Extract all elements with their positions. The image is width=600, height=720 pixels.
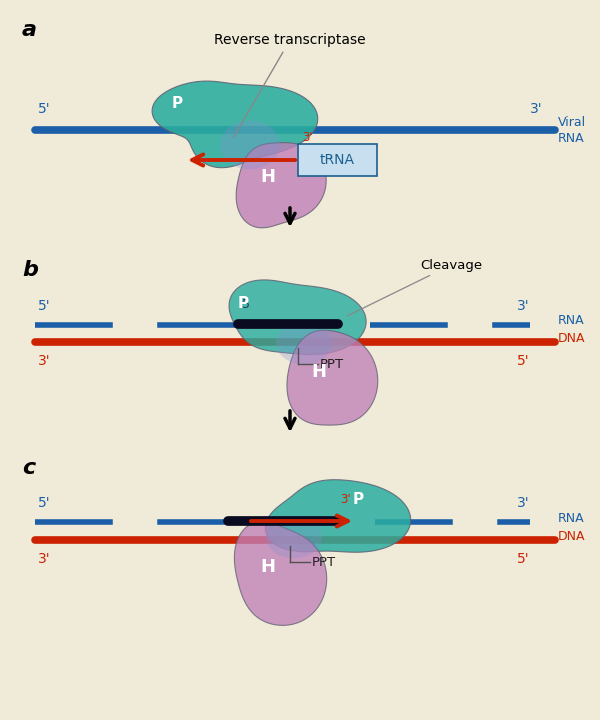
Text: 3': 3' [530, 102, 542, 116]
Text: a: a [22, 20, 37, 40]
Text: H: H [311, 363, 326, 381]
Text: DNA: DNA [558, 529, 586, 542]
Text: 3': 3' [340, 493, 350, 506]
Text: b: b [22, 260, 38, 280]
Text: RNA: RNA [558, 315, 584, 328]
Text: H: H [260, 558, 275, 576]
Text: RNA: RNA [558, 132, 584, 145]
Polygon shape [220, 121, 280, 169]
Polygon shape [265, 480, 410, 552]
Text: tRNA: tRNA [320, 153, 355, 167]
Text: 3': 3' [517, 299, 530, 313]
Text: RNA: RNA [558, 511, 584, 524]
Text: H: H [260, 168, 275, 186]
Text: P: P [238, 297, 248, 312]
Text: 5': 5' [38, 496, 50, 510]
Text: Viral: Viral [558, 115, 586, 128]
Text: Reverse transcriptase: Reverse transcriptase [214, 33, 366, 138]
Polygon shape [287, 330, 378, 425]
Text: DNA: DNA [558, 331, 586, 344]
Polygon shape [235, 521, 327, 626]
Polygon shape [276, 322, 332, 364]
Text: 3': 3' [517, 496, 530, 510]
Text: P: P [172, 96, 182, 112]
Text: 5': 5' [517, 552, 530, 566]
Text: 5': 5' [517, 354, 530, 368]
Polygon shape [229, 280, 366, 354]
Text: PPT: PPT [312, 556, 336, 569]
Polygon shape [266, 516, 322, 558]
Text: 5': 5' [38, 102, 50, 116]
Text: Cleavage: Cleavage [347, 258, 482, 316]
Polygon shape [152, 81, 318, 168]
Text: 3': 3' [38, 354, 50, 368]
Text: 3': 3' [302, 131, 313, 144]
Text: 5: 5 [242, 298, 250, 311]
Text: PPT: PPT [320, 358, 344, 371]
Text: P: P [352, 492, 364, 506]
Polygon shape [236, 143, 326, 228]
Text: c: c [22, 458, 35, 478]
FancyBboxPatch shape [298, 144, 377, 176]
Text: 5': 5' [38, 299, 50, 313]
Text: 3': 3' [38, 552, 50, 566]
